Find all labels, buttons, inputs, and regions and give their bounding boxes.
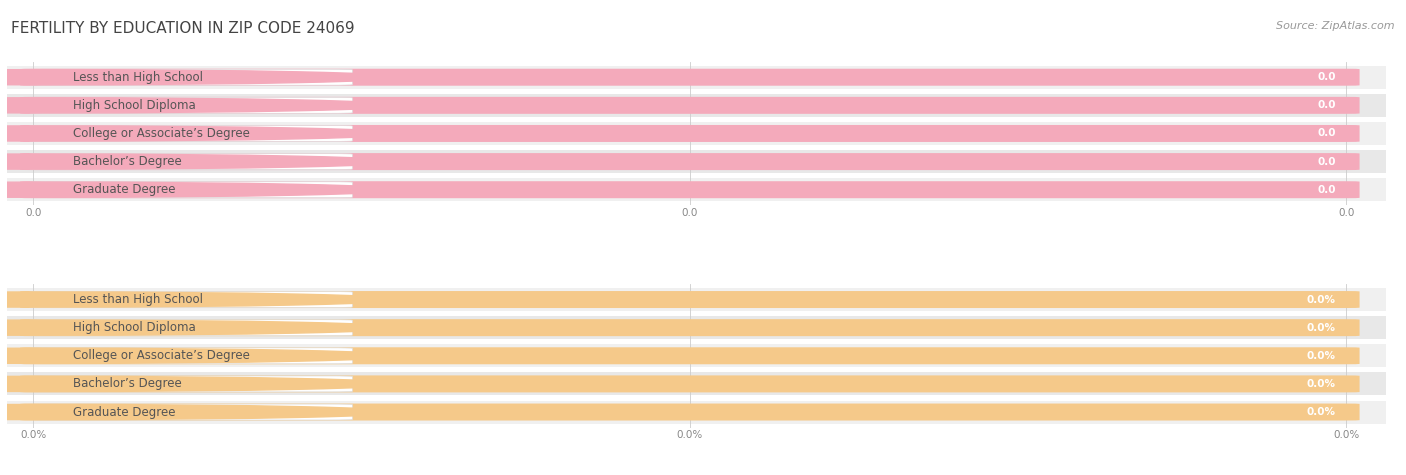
Text: High School Diploma: High School Diploma xyxy=(73,321,195,334)
Text: Less than High School: Less than High School xyxy=(73,71,202,84)
Text: College or Associate’s Degree: College or Associate’s Degree xyxy=(73,127,249,140)
Text: High School Diploma: High School Diploma xyxy=(73,99,195,112)
Text: 0.0: 0.0 xyxy=(1317,185,1336,195)
Text: 0.0: 0.0 xyxy=(1317,128,1336,139)
Circle shape xyxy=(0,70,404,85)
FancyBboxPatch shape xyxy=(20,69,1360,86)
FancyBboxPatch shape xyxy=(30,125,353,142)
Text: Less than High School: Less than High School xyxy=(73,293,202,306)
FancyBboxPatch shape xyxy=(30,404,353,420)
FancyBboxPatch shape xyxy=(20,404,1360,420)
FancyBboxPatch shape xyxy=(30,348,353,364)
Bar xyxy=(7,400,1386,424)
Text: 0.0%: 0.0% xyxy=(1308,407,1336,417)
Text: 0.0: 0.0 xyxy=(1317,157,1336,167)
Circle shape xyxy=(0,404,404,419)
FancyBboxPatch shape xyxy=(30,97,353,114)
FancyBboxPatch shape xyxy=(20,291,1360,308)
Circle shape xyxy=(0,320,404,335)
Bar xyxy=(7,178,1386,201)
Circle shape xyxy=(0,182,404,197)
Bar xyxy=(7,316,1386,339)
FancyBboxPatch shape xyxy=(30,69,353,85)
FancyBboxPatch shape xyxy=(20,181,1360,198)
Text: FERTILITY BY EDUCATION IN ZIP CODE 24069: FERTILITY BY EDUCATION IN ZIP CODE 24069 xyxy=(11,21,354,37)
FancyBboxPatch shape xyxy=(30,292,353,307)
Text: College or Associate’s Degree: College or Associate’s Degree xyxy=(73,349,249,362)
Bar xyxy=(7,150,1386,173)
Text: 0.0%: 0.0% xyxy=(1308,351,1336,361)
Circle shape xyxy=(0,292,404,307)
Bar xyxy=(7,66,1386,89)
Text: 0.0: 0.0 xyxy=(1317,100,1336,110)
Text: Bachelor’s Degree: Bachelor’s Degree xyxy=(73,155,181,168)
Text: 0.0%: 0.0% xyxy=(1308,379,1336,389)
Text: 0.0%: 0.0% xyxy=(1308,294,1336,304)
Circle shape xyxy=(0,348,404,363)
Circle shape xyxy=(0,98,404,113)
FancyBboxPatch shape xyxy=(20,153,1360,170)
Text: Bachelor’s Degree: Bachelor’s Degree xyxy=(73,378,181,390)
Bar xyxy=(7,344,1386,367)
FancyBboxPatch shape xyxy=(20,375,1360,392)
Text: 0.0%: 0.0% xyxy=(1308,323,1336,332)
Bar xyxy=(7,288,1386,311)
FancyBboxPatch shape xyxy=(30,376,353,392)
Text: 0.0: 0.0 xyxy=(1317,72,1336,82)
Bar xyxy=(7,94,1386,117)
FancyBboxPatch shape xyxy=(20,97,1360,114)
FancyBboxPatch shape xyxy=(30,320,353,336)
Bar xyxy=(7,122,1386,145)
FancyBboxPatch shape xyxy=(20,319,1360,336)
Circle shape xyxy=(0,126,404,141)
FancyBboxPatch shape xyxy=(20,347,1360,364)
Text: Graduate Degree: Graduate Degree xyxy=(73,406,176,418)
FancyBboxPatch shape xyxy=(30,153,353,170)
Text: Source: ZipAtlas.com: Source: ZipAtlas.com xyxy=(1277,21,1395,31)
Circle shape xyxy=(0,376,404,391)
FancyBboxPatch shape xyxy=(20,125,1360,142)
FancyBboxPatch shape xyxy=(30,182,353,198)
Bar xyxy=(7,372,1386,396)
Text: Graduate Degree: Graduate Degree xyxy=(73,183,176,196)
Circle shape xyxy=(0,154,404,169)
